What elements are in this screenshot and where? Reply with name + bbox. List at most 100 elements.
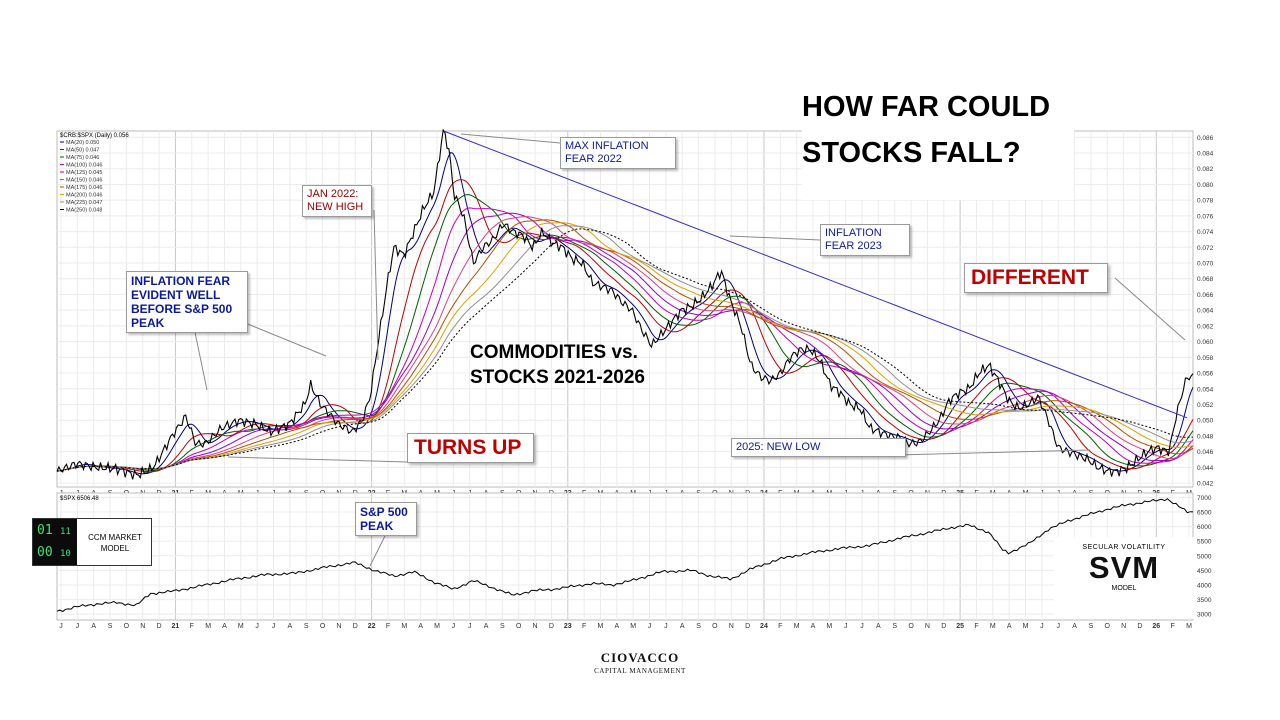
spx-y-tick: 6000 (1197, 524, 1212, 531)
spx-top-label: $SPX 6506.48 (60, 496, 99, 502)
moving-average-line (56, 179, 1194, 473)
annotation-leader-line (895, 449, 1091, 456)
legend-entry: MA(200) 0.046 (66, 193, 102, 199)
ratio-y-tick: 0.066 (1197, 292, 1214, 299)
svm-title: SVM (1088, 550, 1160, 585)
legend-entry: MA(175) 0.046 (66, 185, 102, 191)
spx-x-tick: A (288, 623, 293, 630)
annotation-leader-line (373, 209, 379, 361)
spx-x-tick: J (664, 623, 668, 630)
ratio-y-tick: 0.084 (1197, 151, 1214, 158)
spx-x-tick: J (452, 623, 456, 630)
ratio-y-tick: 0.052 (1197, 402, 1214, 409)
spx-x-tick: 24 (760, 623, 768, 630)
ratio-y-tick: 0.064 (1197, 308, 1214, 315)
spx-x-tick: A (680, 623, 685, 630)
legend-entry: MA(150) 0.046 (66, 178, 102, 184)
ratio-y-tick: 0.072 (1197, 245, 1214, 252)
ratio-y-tick: 0.042 (1197, 481, 1214, 488)
inflation-2023-note: INFLATION FEAR 2023 (820, 224, 910, 256)
moving-average-line (56, 228, 1194, 472)
spx-x-tick: F (386, 623, 390, 630)
spx-x-tick: M (990, 623, 996, 630)
moving-average-line (56, 212, 1194, 472)
spx-y-tick: 5500 (1197, 539, 1212, 546)
spx-x-tick: 22 (368, 623, 376, 630)
ratio-y-tick: 0.048 (1197, 433, 1214, 440)
footer-brand: CIOVACCO (600, 650, 680, 665)
spx-x-tick: D (941, 623, 946, 630)
ratio-y-tick: 0.076 (1197, 213, 1214, 220)
svm-bottom-text: MODEL (1111, 585, 1137, 592)
legend-entry: MA(100) 0.046 (66, 163, 102, 169)
spx-x-tick: M (794, 623, 800, 630)
ratio-y-tick: 0.044 (1197, 465, 1214, 472)
ratio-y-tick: 0.058 (1197, 355, 1214, 362)
legend-entry: MA(250) 0.048 (66, 208, 102, 214)
spx-x-tick: A (1007, 623, 1012, 630)
downtrend-line (443, 130, 1188, 419)
spx-x-tick: J (648, 623, 652, 630)
different-note: DIFFERENT (964, 263, 1108, 293)
annotation-leader-line (729, 235, 821, 241)
spx-x-tick: 26 (1152, 623, 1160, 630)
legend-entry: MA(20) 0.050 (66, 140, 99, 146)
ratio-y-tick: 0.074 (1197, 229, 1214, 236)
max-inflation-note: MAX INFLATION FEAR 2022 (560, 137, 676, 169)
spx-x-tick: J (255, 623, 259, 630)
spx-y-tick: 7000 (1197, 495, 1212, 502)
spx-x-tick: N (925, 623, 930, 630)
spx-x-tick: J (76, 623, 80, 630)
ratio-y-tick: 0.080 (1197, 182, 1214, 189)
spx-x-tick: O (124, 623, 130, 630)
spx-x-tick: J (59, 623, 63, 630)
moving-average-line (56, 194, 1194, 472)
spx-x-tick: D (157, 623, 162, 630)
spx-x-tick: F (1171, 623, 1175, 630)
svm-logo: SECULAR VOLATILITY SVM MODEL (1054, 537, 1194, 619)
spx-x-tick: D (1137, 623, 1142, 630)
bit-3: 00 (37, 545, 53, 560)
spx-x-tick: O (908, 623, 914, 630)
spx-x-tick: M (826, 623, 832, 630)
spx-x-tick: S (892, 623, 897, 630)
spx-x-tick: D (353, 623, 358, 630)
commodities-vs-stocks-title: COMMODITIES vs. STOCKS 2021-2026 (470, 342, 645, 388)
spx-x-tick: S (500, 623, 505, 630)
annotation-leader-line (227, 456, 408, 463)
spx-x-tick: A (222, 623, 227, 630)
spx-x-tick: O (1105, 623, 1111, 630)
bit-4: 10 (60, 549, 71, 559)
spx-x-tick: N (729, 623, 734, 630)
ratio-y-tick: 0.046 (1197, 449, 1214, 456)
spx-x-tick: N (336, 623, 341, 630)
spx-x-tick: N (533, 623, 538, 630)
spx-x-tick: A (811, 623, 816, 630)
spx-frame (56, 492, 1194, 621)
spx-y-tick: 3500 (1197, 597, 1212, 604)
legend-entry: MA(50) 0.047 (66, 148, 99, 154)
svm-top-text: SECULAR VOLATILITY (1082, 544, 1166, 551)
spx-x-tick: 23 (564, 623, 572, 630)
spx-x-tick: S (696, 623, 701, 630)
annotation-leader-line (1114, 277, 1186, 341)
spx-x-tick: N (140, 623, 145, 630)
spx-y-tick: 4000 (1197, 582, 1212, 589)
moving-average-line (56, 207, 1194, 472)
moving-average-line (56, 222, 1194, 472)
headline-line1: HOW FAR COULD (802, 91, 1051, 123)
spx-x-tick: M (401, 623, 407, 630)
ratio-y-tick: 0.086 (1197, 135, 1214, 142)
spx-x-tick: S (1089, 623, 1094, 630)
spx-x-tick: S (304, 623, 309, 630)
binary-icon: 01 11 00 10 (33, 519, 77, 565)
spx-x-tick: N (1121, 623, 1126, 630)
spx-x-tick: A (1072, 623, 1077, 630)
ccm-market-model-logo: 01 11 00 10 CCM MARKET MODEL (32, 518, 152, 566)
spx-x-tick: A (614, 623, 619, 630)
spx-x-tick: F (778, 623, 782, 630)
ratio-price-line (56, 128, 1194, 480)
spx-x-tick: S (108, 623, 113, 630)
spx-x-tick: A (91, 623, 96, 630)
spx-y-tick: 3000 (1197, 612, 1212, 619)
